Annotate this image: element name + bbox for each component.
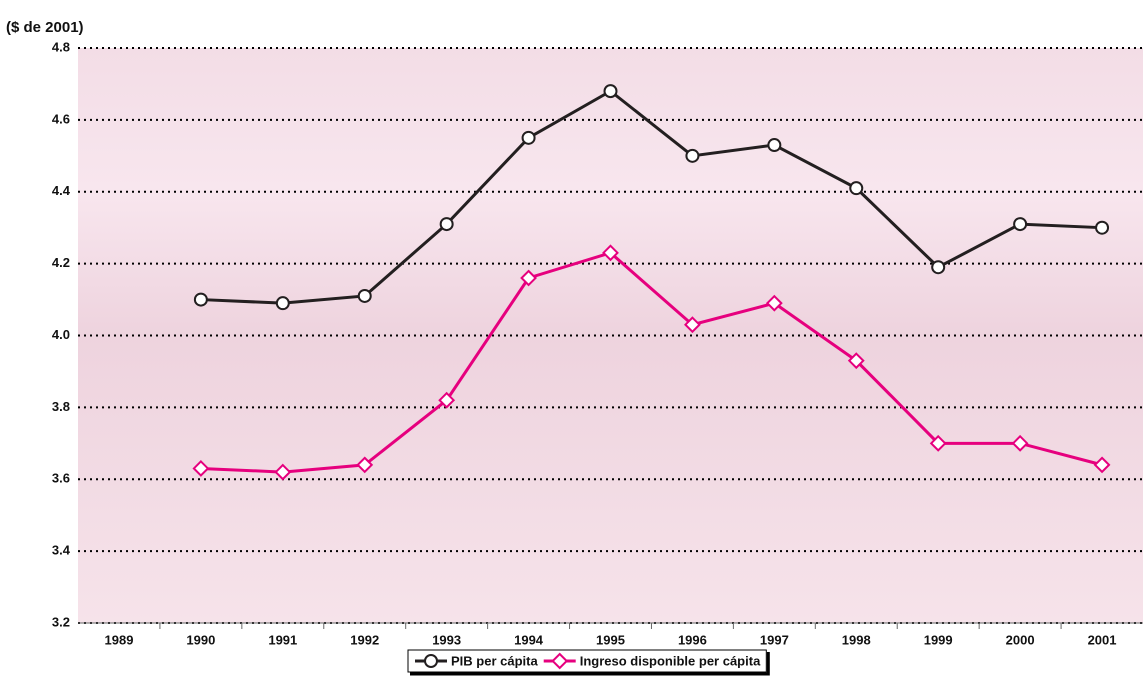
x-tick-label: 1998 — [842, 632, 871, 647]
data-point — [520, 269, 537, 287]
legend-box — [407, 649, 767, 673]
y-tick-label: 3.4 — [52, 543, 71, 558]
x-tick-label: 1996 — [678, 632, 707, 647]
legend-marker — [424, 654, 438, 668]
legend-shadow — [410, 652, 770, 676]
data-point — [439, 217, 454, 232]
plot-background — [78, 48, 1143, 623]
x-tick-label: 1990 — [186, 632, 215, 647]
series-line — [200, 89, 1103, 305]
y-tick-label: 4.6 — [52, 111, 70, 126]
x-tick-label: 1992 — [350, 632, 379, 647]
y-tick-label: 4.0 — [52, 327, 70, 342]
data-point — [847, 352, 865, 370]
data-point — [685, 148, 700, 163]
data-point — [602, 244, 619, 262]
x-tick-label: 2001 — [1088, 632, 1117, 647]
legend-label: PIB per cápita — [451, 653, 538, 668]
data-point — [192, 460, 210, 477]
data-point — [684, 316, 701, 334]
y-tick-label: 3.8 — [52, 399, 70, 414]
data-point — [767, 138, 782, 153]
x-tick-label: 1997 — [760, 632, 789, 647]
data-point — [1011, 434, 1029, 452]
legend-marker — [551, 652, 569, 670]
legend-label: Ingreso disponible per cápita — [580, 653, 761, 668]
data-point — [275, 296, 290, 311]
x-tick-label: 1999 — [924, 632, 953, 647]
x-tick-label: 1989 — [105, 632, 134, 647]
x-tick-label: 1995 — [596, 632, 625, 647]
data-point — [357, 288, 372, 303]
data-point — [849, 181, 864, 196]
data-point — [603, 84, 618, 99]
y-tick-label: 4.2 — [52, 255, 70, 270]
y-tick-label: 3.6 — [52, 471, 70, 486]
data-point — [521, 130, 536, 145]
x-tick-label: 1993 — [432, 632, 461, 647]
y-axis-label: ($ de 2001) — [6, 19, 84, 36]
series-line — [200, 251, 1103, 474]
data-point — [274, 463, 292, 481]
legend: PIB per cápita Ingreso disponible per cáp… — [415, 652, 761, 670]
data-point — [931, 260, 946, 275]
data-point — [356, 456, 374, 474]
x-tick-label: 1994 — [514, 632, 544, 647]
y-tick-label: 4.8 — [52, 39, 70, 54]
data-point — [193, 292, 208, 307]
data-point — [1095, 220, 1110, 235]
x-tick-label: 1991 — [268, 632, 297, 647]
data-point — [438, 391, 456, 409]
y-tick-label: 3.2 — [52, 614, 70, 629]
data-point — [929, 434, 947, 452]
data-point — [1013, 217, 1028, 232]
data-point — [1093, 456, 1111, 474]
data-point — [765, 294, 783, 312]
y-tick-label: 4.4 — [52, 183, 71, 198]
x-tick-label: 2000 — [1006, 632, 1035, 647]
